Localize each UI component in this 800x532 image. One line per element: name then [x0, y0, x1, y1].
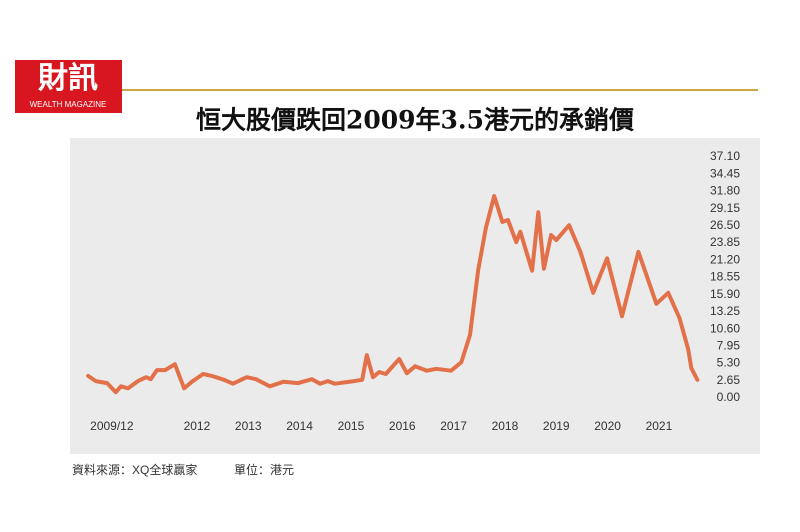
x-tick-label: 2021	[646, 419, 673, 433]
unit-note: 單位：港元	[234, 462, 294, 477]
y-tick-label: 10.60	[710, 321, 740, 335]
source: 資料來源：XQ全球贏家	[72, 462, 197, 477]
x-tick-label: 2019	[543, 419, 570, 433]
y-tick-label: 34.45	[710, 166, 740, 180]
y-tick-label: 15.90	[710, 287, 740, 301]
x-tick-label: 2017	[440, 419, 467, 433]
chart-title: 恒大股價跌回2009年3.5港元的承銷價	[196, 106, 635, 135]
y-tick-label: 31.80	[710, 184, 740, 198]
y-tick-label: 5.30	[717, 356, 741, 370]
x-tick-label: 2009/12	[90, 419, 134, 433]
x-tick-label: 2016	[389, 419, 416, 433]
plot-background	[70, 138, 760, 454]
x-tick-label: 2018	[492, 419, 519, 433]
y-tick-label: 23.85	[710, 235, 740, 249]
line	[86, 194, 700, 395]
x-tick-label: 2014	[286, 419, 313, 433]
logo-box	[15, 60, 122, 113]
logo-tagline: WEALTH MAGAZINE	[30, 100, 107, 109]
y-tick-label: 7.95	[717, 339, 741, 353]
y-tick-label: 29.15	[710, 201, 740, 215]
y-tick-label: 21.20	[710, 252, 740, 266]
x-tick-label: 2015	[338, 419, 365, 433]
y-tick-label: 13.25	[710, 304, 740, 318]
logo-text: 財訊	[38, 61, 98, 96]
x-tick-label: 2013	[235, 419, 262, 433]
x-tick-label: 2020	[594, 419, 621, 433]
y-tick-label: 37.10	[710, 149, 740, 163]
y-tick-label: 2.65	[717, 373, 741, 387]
x-tick-label: 2012	[184, 419, 211, 433]
y-tick-label: 26.50	[710, 218, 740, 232]
y-tick-label: 0.00	[717, 390, 741, 404]
y-tick-label: 18.55	[710, 270, 740, 284]
